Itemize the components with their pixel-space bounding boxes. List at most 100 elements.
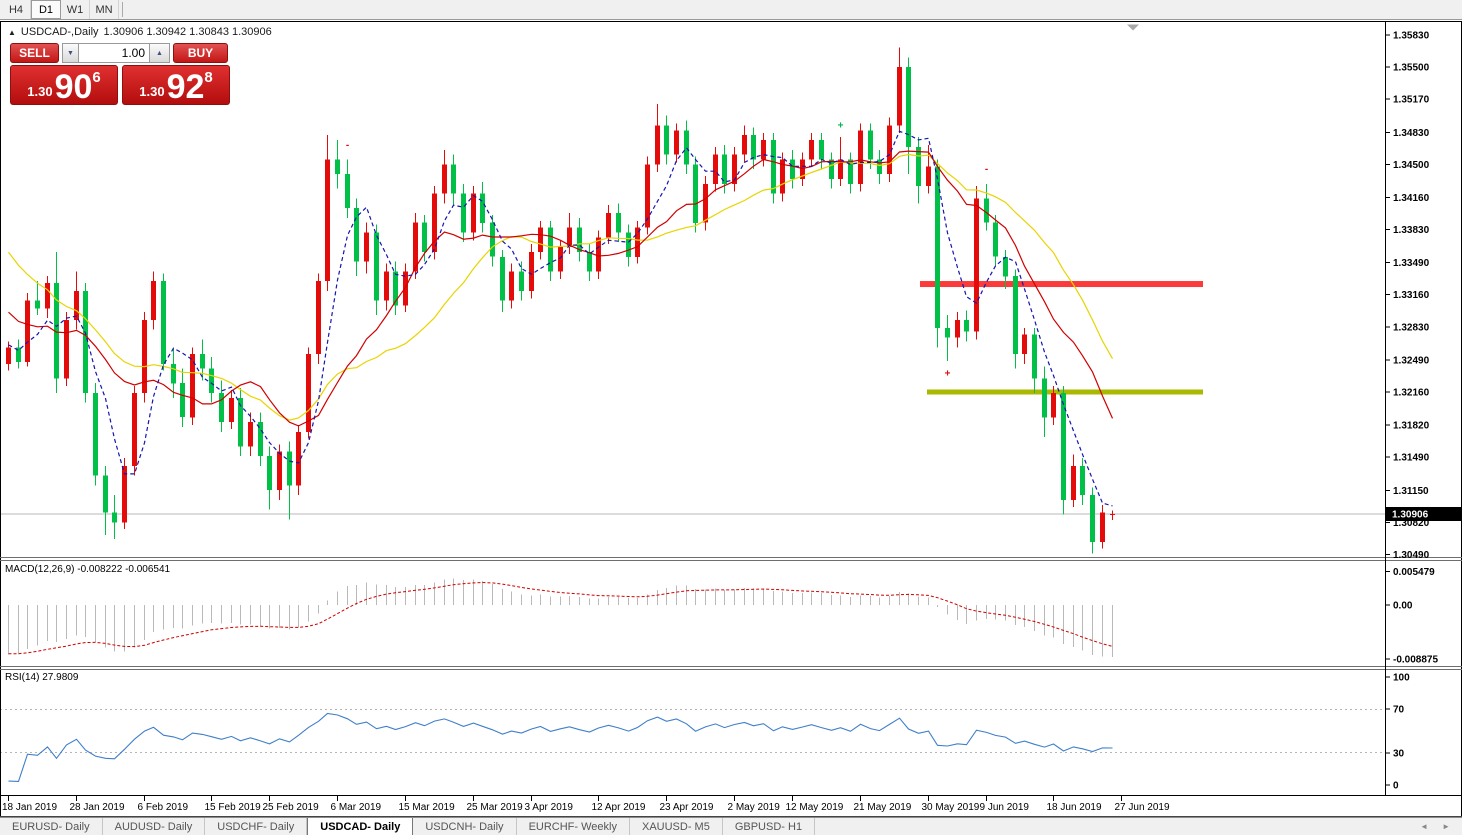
svg-text:1.34160: 1.34160: [1393, 193, 1430, 204]
svg-text:0: 0: [1393, 781, 1399, 792]
svg-text:9 Jun 2019: 9 Jun 2019: [980, 802, 1030, 813]
rsi-axis: 100 70 30 0: [1385, 673, 1410, 792]
tab-eurusd-daily[interactable]: EURUSD- Daily: [0, 818, 103, 835]
svg-text:28 Jan 2019: 28 Jan 2019: [70, 802, 125, 813]
svg-text:1.35830: 1.35830: [1393, 31, 1430, 42]
volume-up-button[interactable]: ▲: [150, 43, 170, 63]
toolbar-separator: [122, 2, 123, 17]
svg-text:12 May 2019: 12 May 2019: [786, 802, 844, 813]
svg-text:0.00: 0.00: [1393, 601, 1413, 612]
sell-price-big: 90: [54, 67, 93, 106]
ma-slow-line: [8, 153, 1114, 421]
volume-input[interactable]: [78, 43, 150, 63]
resistance-line[interactable]: [920, 281, 1203, 288]
timeframe-button-d1[interactable]: D1: [31, 0, 61, 19]
trade-marker: -: [346, 140, 349, 151]
sell-price-box[interactable]: 1.30 90 6: [10, 65, 118, 105]
svg-text:1.30906: 1.30906: [1392, 510, 1429, 521]
svg-text:100: 100: [1393, 673, 1410, 684]
svg-text:15 Mar 2019: 15 Mar 2019: [399, 802, 456, 813]
sell-button[interactable]: SELL: [10, 43, 59, 63]
svg-text:1.32160: 1.32160: [1393, 388, 1430, 399]
trade-marker: +: [945, 369, 951, 380]
svg-text:70: 70: [1393, 705, 1405, 716]
tab-usdcnh-daily[interactable]: USDCNH- Daily: [413, 818, 517, 835]
rsi-line: [8, 712, 1113, 782]
svg-text:1.32490: 1.32490: [1393, 355, 1430, 366]
svg-text:1.31490: 1.31490: [1393, 453, 1430, 464]
macd-histogram: [8, 578, 1113, 657]
timeframe-toolbar: H4 D1 W1 MN: [0, 0, 1462, 20]
buy-button[interactable]: BUY: [173, 43, 228, 63]
svg-text:-0.008875: -0.008875: [1393, 655, 1438, 666]
svg-text:3 Apr 2019: 3 Apr 2019: [525, 802, 574, 813]
tab-usdchf-daily[interactable]: USDCHF- Daily: [205, 818, 308, 835]
macd-indicator-label: MACD(12,26,9) -0.008222 -0.006541: [5, 564, 171, 575]
trade-prices-row: 1.30 90 6 1.30 92 8: [10, 65, 230, 105]
svg-text:6 Feb 2019: 6 Feb 2019: [138, 802, 189, 813]
macd-signal-line: [8, 581, 1113, 655]
timeframe-button-h4[interactable]: H4: [2, 0, 31, 19]
svg-text:1.34830: 1.34830: [1393, 128, 1430, 139]
trade-marker: -: [985, 164, 988, 175]
tab-scroll-controls: ◄ ►: [1420, 818, 1462, 835]
tab-scroll-left-icon[interactable]: ◄: [1420, 822, 1429, 831]
volume-dropdown-button[interactable]: ▼: [62, 43, 78, 63]
tab-scroll-right-icon[interactable]: ►: [1442, 822, 1450, 831]
svg-text:1.35170: 1.35170: [1393, 95, 1430, 106]
svg-text:1.33830: 1.33830: [1393, 225, 1430, 236]
ma-fast-line: [8, 130, 1113, 507]
svg-text:18 Jun 2019: 18 Jun 2019: [1047, 802, 1102, 813]
tab-xauusd-m5[interactable]: XAUUSD- M5: [630, 818, 723, 835]
svg-text:1.30820: 1.30820: [1393, 518, 1430, 529]
svg-text:1.30490: 1.30490: [1393, 550, 1430, 561]
svg-text:27 Jun 2019: 27 Jun 2019: [1115, 802, 1170, 813]
svg-text:23 Apr 2019: 23 Apr 2019: [660, 802, 714, 813]
support-line[interactable]: [927, 389, 1203, 395]
tab-eurchf-weekly[interactable]: EURCHF- Weekly: [517, 818, 630, 835]
svg-text:25 Mar 2019: 25 Mar 2019: [467, 802, 524, 813]
trade-marker: +: [838, 121, 844, 132]
svg-text:1.33490: 1.33490: [1393, 258, 1430, 269]
svg-text:18 Jan 2019: 18 Jan 2019: [2, 802, 57, 813]
svg-text:1.32830: 1.32830: [1393, 322, 1430, 333]
timeframe-button-w1[interactable]: W1: [61, 0, 90, 19]
macd-axis: 0.005479 0.00 -0.008875: [1385, 567, 1438, 666]
date-axis: 18 Jan 2019 28 Jan 2019 6 Feb 2019 15 Feb 2…: [2, 796, 1170, 813]
buy-price-big: 92: [166, 67, 205, 106]
chevron-up-icon: ▲: [156, 49, 163, 57]
svg-text:1.34500: 1.34500: [1393, 160, 1430, 171]
buy-price-sup: 8: [204, 69, 213, 86]
svg-text:1.33160: 1.33160: [1393, 290, 1430, 301]
svg-text:2 May 2019: 2 May 2019: [728, 802, 781, 813]
svg-text:21 May 2019: 21 May 2019: [854, 802, 912, 813]
ma-lines: [8, 130, 1114, 507]
svg-text:6 Mar 2019: 6 Mar 2019: [331, 802, 382, 813]
svg-text:25 Feb 2019: 25 Feb 2019: [263, 802, 320, 813]
svg-text:30: 30: [1393, 749, 1405, 760]
svg-text:1.35500: 1.35500: [1393, 63, 1430, 74]
sell-price-prefix: 1.30: [27, 84, 53, 99]
chart-title-ohlc: 1.30906 1.30942 1.30843 1.30906: [103, 26, 272, 38]
timeframe-button-mn[interactable]: MN: [90, 0, 119, 19]
svg-text:1.31150: 1.31150: [1393, 486, 1429, 497]
candlesticks: [6, 47, 1115, 554]
tab-gbpusd-h1[interactable]: GBPUSD- H1: [723, 818, 816, 835]
tab-audusd-daily[interactable]: AUDUSD- Daily: [103, 818, 206, 835]
ma-mid-line: [8, 150, 1114, 427]
chart-title-symbol: USDCAD-,Daily: [20, 26, 99, 38]
tab-usdcad-daily[interactable]: USDCAD- Daily: [307, 818, 414, 835]
rsi-indicator-label: RSI(14) 27.9809: [5, 672, 79, 683]
svg-text:30 May 2019: 30 May 2019: [922, 802, 980, 813]
collapse-arrow-icon[interactable]: ▲: [8, 27, 16, 37]
buy-price-box[interactable]: 1.30 92 8: [122, 65, 230, 105]
one-click-trading-panel: SELL ▼ ▲ BUY 1.30 90 6 1.30 92 8: [10, 43, 230, 105]
chart-shift-icon[interactable]: [1127, 24, 1139, 31]
svg-text:1.31820: 1.31820: [1393, 421, 1430, 432]
chart-tab-bar: EURUSD- Daily AUDUSD- Daily USDCHF- Dail…: [0, 817, 1462, 835]
price-axis: 1.35830 1.35500 1.35170 1.34830 1.34500 1.341…: [1385, 31, 1430, 561]
svg-text:15 Feb 2019: 15 Feb 2019: [205, 802, 262, 813]
chart-header: ▲ USDCAD-,Daily 1.30906 1.30942 1.30843 …: [8, 26, 272, 38]
